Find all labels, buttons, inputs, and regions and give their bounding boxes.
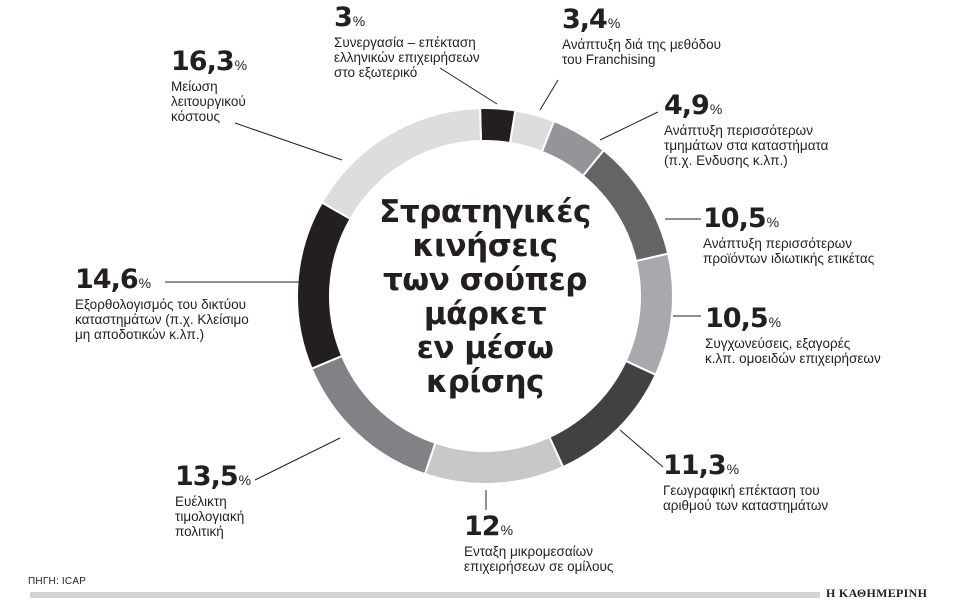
callout-sme-integration: 12% Ενταξη μικρομεσαίων επιχειρήσεων σε ο…: [464, 513, 613, 574]
leader-line-11-3: [619, 429, 664, 468]
callout-mergers: 10,5% Συγχωνεύσεις, εξαγορές κ.λπ. ομοειδ…: [705, 305, 881, 366]
percent-value: 12%: [464, 511, 514, 542]
leader-line-3-4: [539, 79, 559, 111]
callout-geographic-expansion: 11,3% Γεωγραφική επέκταση του αριθμού των…: [663, 452, 828, 513]
callout-description: Ευέλικτη τιμολογιακή πολιτική: [175, 494, 245, 539]
donut-segment: [320, 107, 482, 221]
percent-value: 3%: [334, 2, 366, 33]
callout-description: Ανάπτυξη διά της μεθόδου του Franchising: [562, 37, 722, 67]
source-note: ΠΗΓΗ: ICAP: [28, 576, 87, 587]
title-line: των σούπερ: [383, 262, 587, 298]
callout-description: Συνεργασία – επέκταση ελληνικών επιχειρήσ…: [334, 35, 480, 80]
percent-value: 3,4%: [562, 4, 621, 35]
percent-value: 14,6%: [75, 264, 152, 295]
callout-description: Γεωγραφική επέκταση του αριθμού των κατασ…: [663, 483, 829, 513]
callout-cooperation-abroad: 3% Συνεργασία – επέκταση ελληνικών επιχει…: [334, 4, 480, 80]
callout-description: Ενταξη μικρομεσαίων επιχειρήσεων σε ομίλο…: [464, 544, 614, 574]
leader-line-4-9: [599, 111, 659, 141]
percent-value: 11,3%: [663, 450, 740, 481]
callout-description: Συγχωνεύσεις, εξαγορές κ.λπ. ομοειδών επι…: [705, 336, 881, 366]
donut-segment: [423, 435, 565, 485]
callout-franchising: 3,4% Ανάπτυξη διά της μεθόδου του Franchi…: [562, 6, 721, 67]
leader-line-16-3: [234, 122, 343, 161]
title-line: κινήσεις: [412, 228, 558, 264]
percent-value: 13,5%: [175, 461, 252, 492]
footer-divider: [30, 592, 820, 598]
donut-ring: [296, 107, 674, 485]
callout-private-label: 10,5% Ανάπτυξη περισσότερων προϊόντων ιδι…: [703, 205, 874, 266]
percent-value: 16,3%: [171, 46, 248, 77]
callout-more-departments: 4,9% Ανάπτυξη περισσότερων τμημάτων στα κ…: [664, 92, 828, 168]
callout-description: Ανάπτυξη περισσότερων τμημάτων στα καταστ…: [664, 123, 829, 168]
title-line: Στρατηγικές: [379, 194, 591, 230]
percent-value: 4,9%: [664, 90, 723, 121]
title-line: εν μέσω: [416, 330, 554, 366]
title-line: κρίσης: [426, 364, 544, 400]
percent-value: 10,5%: [703, 203, 780, 234]
callout-operating-cost: 16,3% Μείωση λειτουργικού κόστους: [171, 48, 247, 124]
callout-description: Ανάπτυξη περισσότερων προϊόντων ιδιωτικής…: [703, 236, 875, 266]
chart-title: Στρατηγικές κινήσεις των σούπερ μάρκετ ε…: [335, 195, 635, 399]
publisher-logo: Η ΚΑΘΗΜΕΡΙΝΗ: [826, 586, 928, 600]
leader-line-13-5: [254, 437, 341, 481]
callout-description: Μείωση λειτουργικού κόστους: [171, 79, 246, 124]
percent-value: 10,5%: [705, 303, 782, 334]
title-line: μάρκετ: [423, 296, 547, 332]
callout-flexible-pricing: 13,5% Ευέλικτη τιμολογιακή πολιτική: [175, 463, 251, 539]
leader-lines: [165, 67, 701, 510]
leader-line-3: [439, 67, 498, 105]
callout-description: Εξορθολογισμός του δικτύου καταστημάτων (…: [75, 297, 249, 342]
callout-network-rationalization: 14,6% Εξορθολογισμός του δικτύου καταστημ…: [75, 266, 249, 342]
